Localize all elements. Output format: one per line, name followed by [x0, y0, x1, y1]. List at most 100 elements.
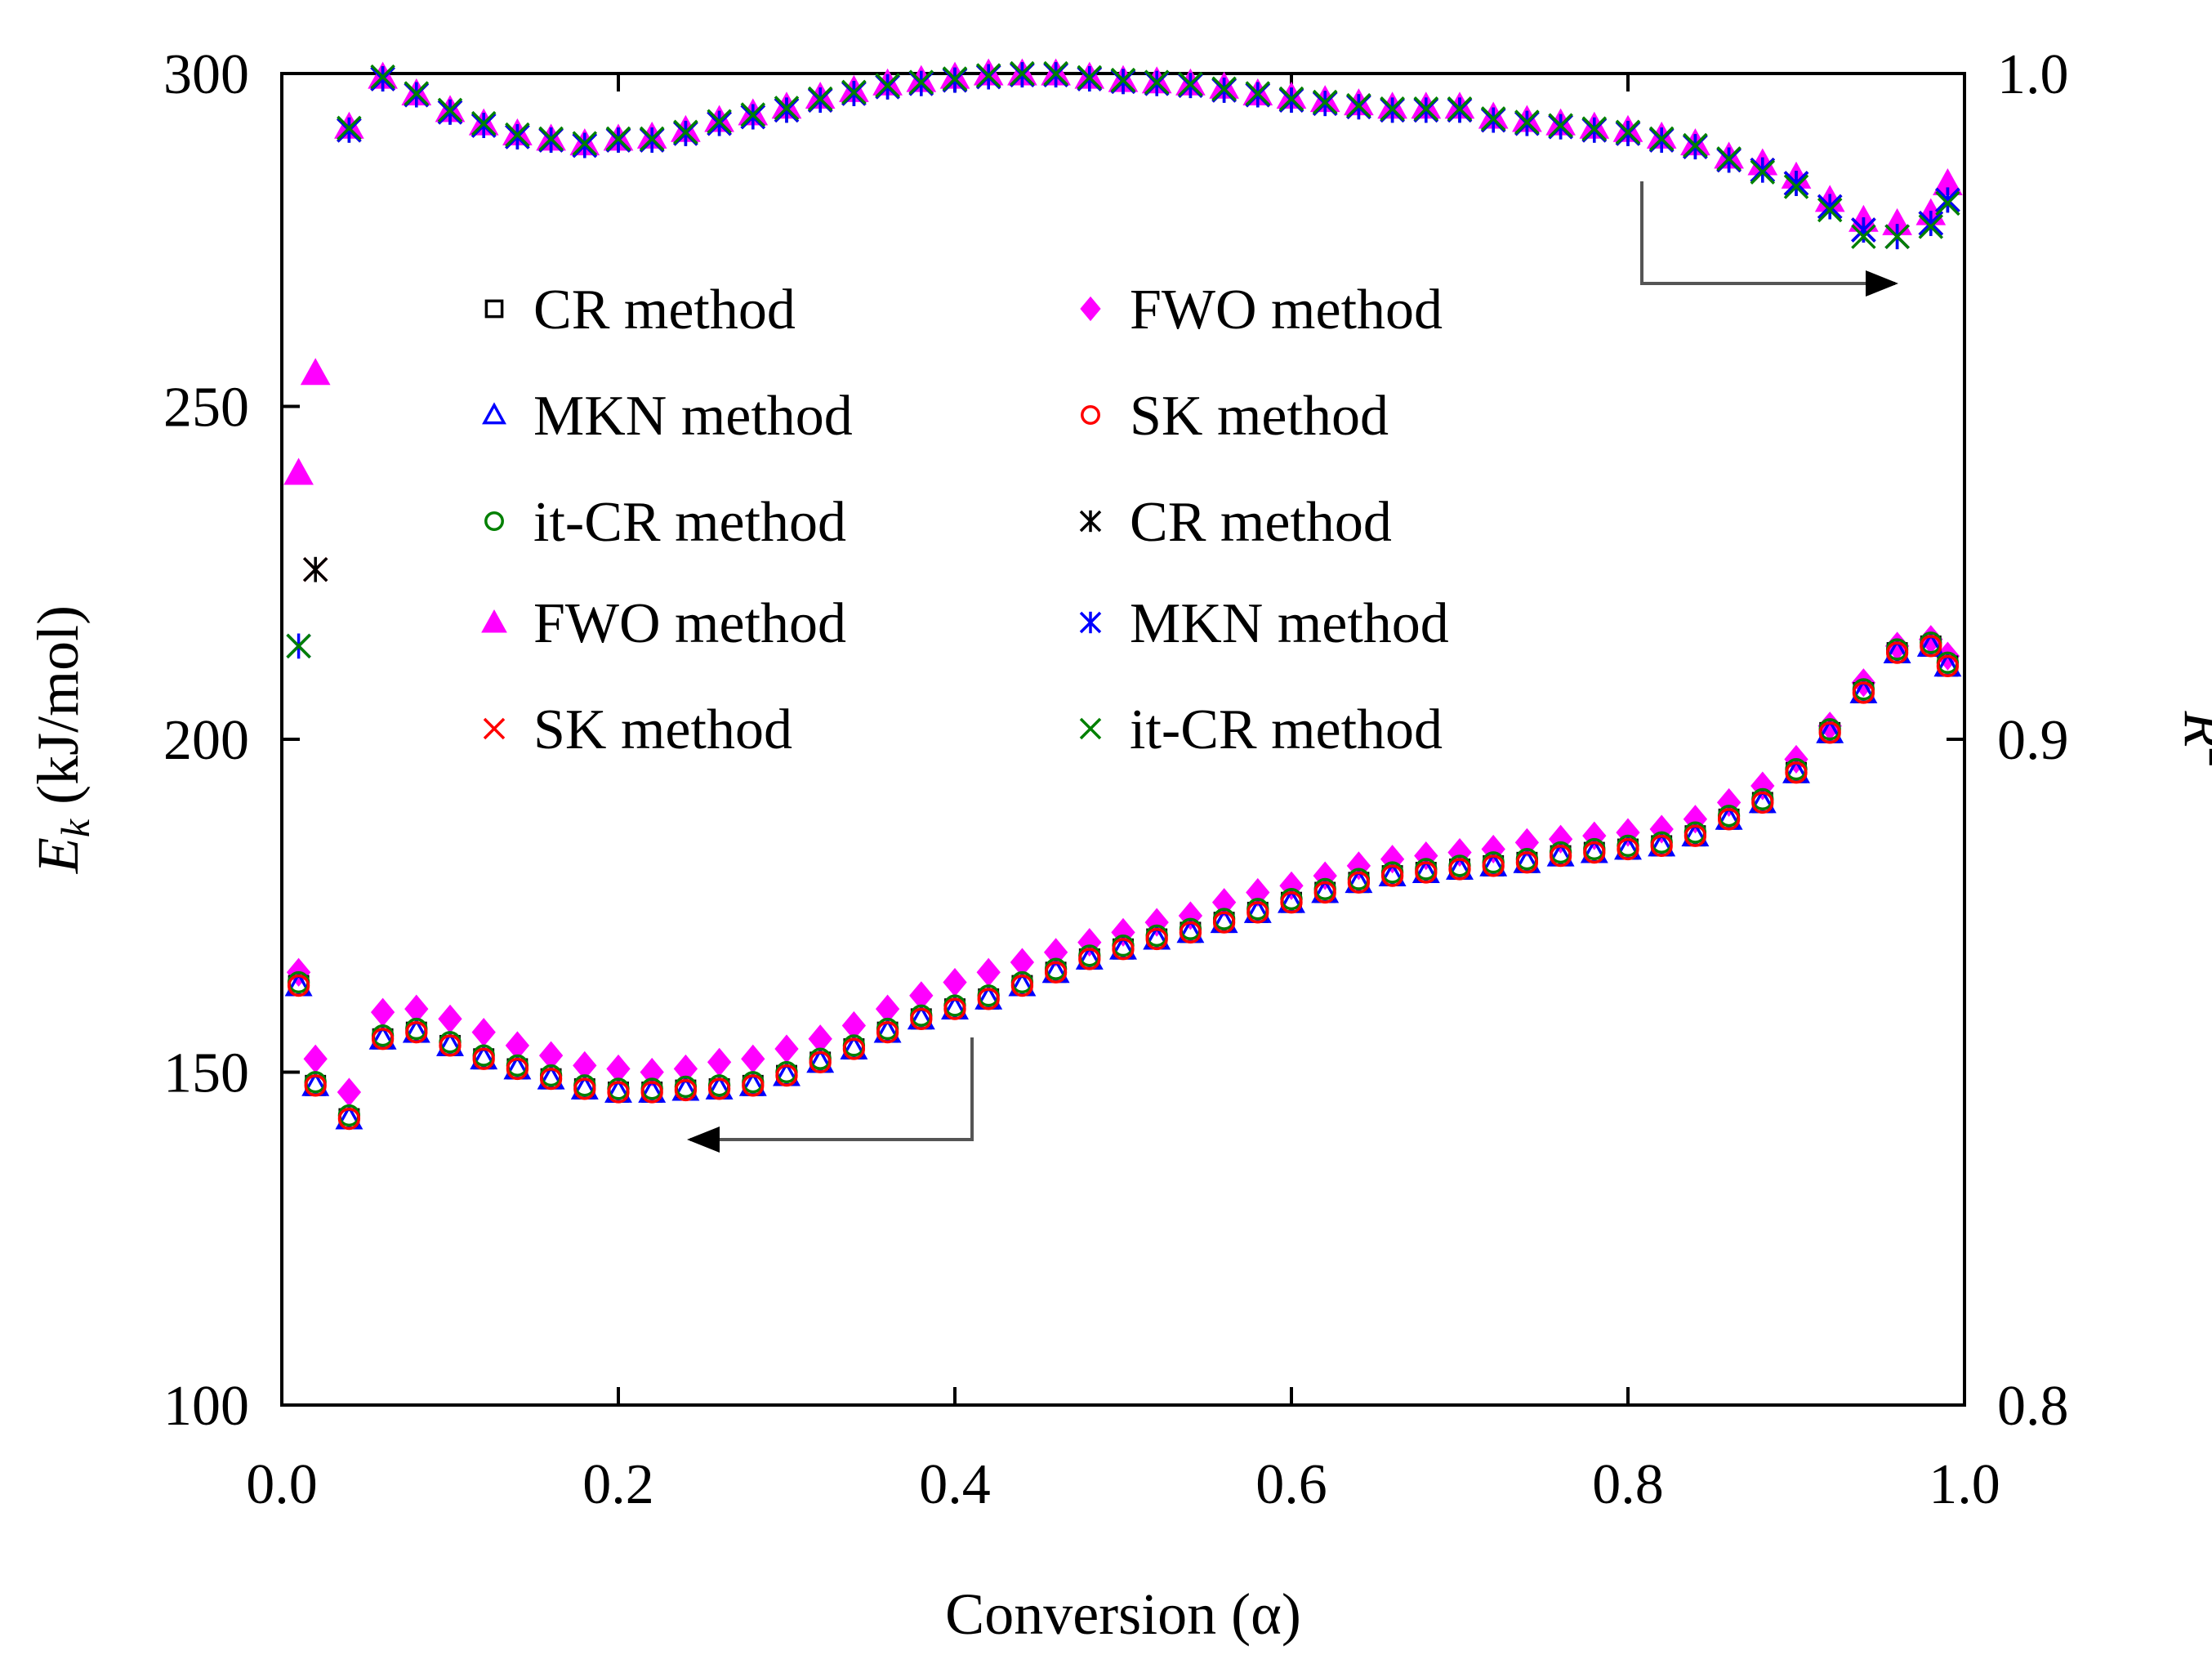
data-point — [1515, 851, 1539, 874]
legend-entry: it-CR method — [484, 491, 846, 554]
data-point — [1684, 824, 1707, 847]
data-point — [943, 997, 966, 1020]
legend-entry: it-CR method — [1079, 698, 1443, 761]
legend-label: SK method — [533, 698, 792, 761]
data-point — [337, 1077, 362, 1107]
data-point — [707, 1047, 732, 1077]
legend-entry: MKN method — [482, 385, 853, 448]
data-point — [1043, 938, 1068, 967]
data-point — [1549, 844, 1572, 868]
data-point — [1583, 841, 1606, 864]
data-point — [841, 79, 867, 105]
data-point — [1581, 116, 1608, 141]
y-left-tick-label: 200 — [163, 709, 249, 772]
data-point — [1750, 159, 1776, 185]
data-point — [1884, 224, 1910, 249]
y-left-subscript: k — [52, 819, 98, 837]
x-tick-label: 1.0 — [1929, 1453, 2000, 1516]
data-point — [573, 1077, 596, 1100]
data-point — [740, 102, 766, 127]
legend-label: it-CR method — [533, 491, 846, 554]
data-point — [1650, 834, 1673, 858]
data-point — [1347, 871, 1371, 894]
legend-entry: SK method — [1081, 385, 1389, 448]
data-point — [1783, 171, 1809, 196]
arrow-left-axis — [687, 1037, 974, 1153]
data-point — [673, 1054, 698, 1084]
data-point — [472, 1047, 495, 1070]
y-left-tick-label: 100 — [163, 1375, 249, 1438]
data-point — [371, 1028, 395, 1051]
data-point — [404, 81, 430, 106]
data-point — [337, 1107, 361, 1131]
data-point — [1278, 86, 1304, 112]
data-point — [673, 119, 698, 145]
data-point — [1935, 190, 1960, 216]
legend-marker — [484, 511, 504, 531]
data-point — [640, 1057, 664, 1087]
data-point — [607, 1081, 630, 1104]
data-point — [1313, 881, 1336, 904]
data-point — [438, 1004, 462, 1033]
data-point — [1413, 96, 1439, 122]
data-point — [405, 1020, 428, 1044]
svg-text:R2: R2 — [2172, 711, 2212, 768]
y-left-tick-label: 150 — [163, 1042, 249, 1105]
data-point — [1885, 641, 1909, 664]
data-point — [1918, 210, 1944, 236]
data-point — [1448, 858, 1471, 881]
y-axis-left-label: Ek (kJ/mol) — [25, 605, 98, 874]
data-point — [1617, 837, 1639, 861]
data-point — [1245, 81, 1271, 106]
data-point — [1044, 961, 1068, 984]
y-right-tick-label: 0.9 — [1997, 709, 2069, 772]
data-point — [1783, 174, 1809, 199]
data-point — [774, 96, 800, 121]
y-right-superscript: 2 — [2201, 747, 2212, 767]
data-point — [1514, 828, 1540, 857]
data-point — [470, 110, 497, 136]
data-point — [1785, 761, 1808, 784]
legend-marker — [1080, 296, 1101, 322]
data-point — [1935, 187, 1960, 213]
data-point — [976, 957, 1001, 987]
data-point — [302, 556, 328, 582]
data-point — [471, 1018, 496, 1047]
data-point — [439, 1034, 462, 1057]
data-point — [942, 66, 968, 91]
legend-marker — [1081, 405, 1100, 425]
data-point — [1936, 654, 1960, 677]
data-point — [1112, 938, 1135, 961]
data-point — [975, 63, 1001, 88]
legend-marker — [484, 299, 504, 319]
data-point — [807, 86, 833, 112]
data-point — [674, 1078, 698, 1102]
data-point — [977, 988, 1000, 1010]
legend-label: CR method — [1130, 491, 1392, 554]
legend-label: FWO method — [533, 592, 846, 655]
data-point — [1144, 69, 1170, 95]
legend-entry: CR method — [1079, 491, 1392, 554]
data-point — [437, 97, 463, 123]
x-tick-label: 0.0 — [246, 1453, 318, 1516]
data-point — [287, 974, 310, 997]
data-point — [775, 1064, 798, 1087]
series-r2-it-cr-method — [286, 60, 1960, 659]
data-point — [1751, 791, 1774, 814]
data-point — [300, 358, 331, 386]
data-point — [1077, 65, 1103, 91]
legend-entry: FWO method — [481, 592, 846, 655]
legend-entry: MKN method — [1079, 592, 1449, 655]
data-point — [741, 1044, 765, 1073]
data-point — [605, 126, 631, 152]
data-point — [1312, 89, 1338, 115]
data-point — [283, 457, 314, 485]
legend: CR method MKN method it-CR method FWO metho… — [481, 279, 1449, 761]
arrow-right-axis — [1640, 181, 1898, 297]
data-point — [1717, 808, 1741, 831]
data-point — [943, 967, 967, 997]
data-point — [370, 64, 395, 90]
legend-marker — [481, 609, 507, 633]
y-axis-right-label: R2 — [2172, 711, 2212, 768]
